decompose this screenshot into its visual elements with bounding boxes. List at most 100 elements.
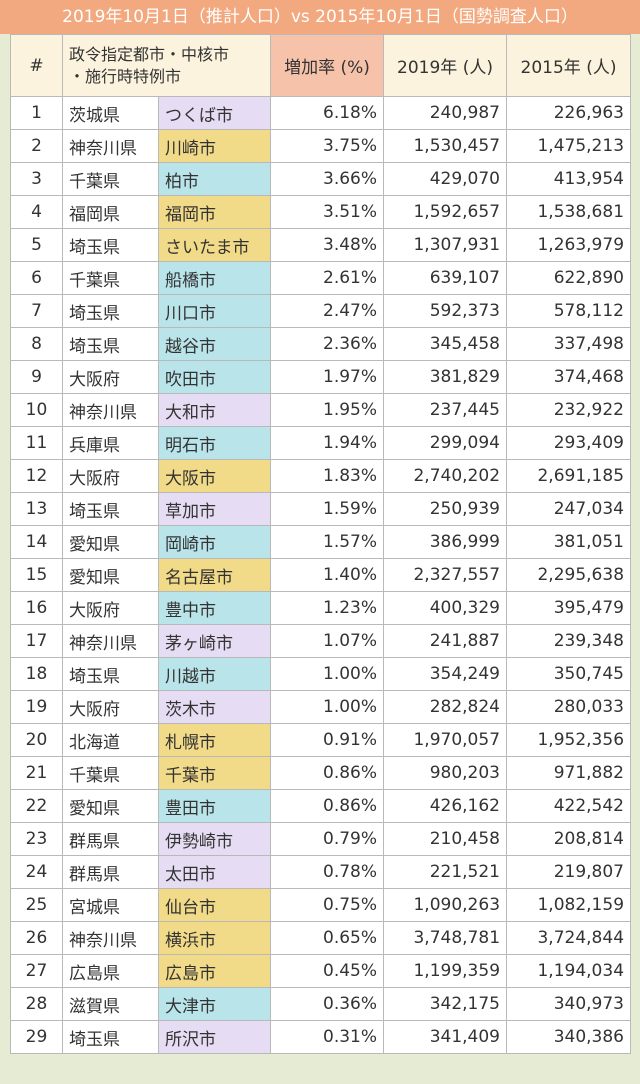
population-2019: 1,530,457 xyxy=(383,129,508,163)
growth-rate: 2.47% xyxy=(270,294,385,328)
population-2015: 3,724,844 xyxy=(506,921,632,955)
rank: 7 xyxy=(10,294,63,328)
table-row: 27 広島県 広島市 0.45% 1,199,359 1,194,034 xyxy=(10,954,632,988)
title-bar: 2019年10月1日（推計人口）vs 2015年10月1日（国勢調査人口） xyxy=(0,0,640,34)
population-2019: 241,887 xyxy=(383,624,508,658)
header-line: ・施行時特例市 xyxy=(69,66,182,86)
prefecture: 埼玉県 xyxy=(62,228,159,262)
population-2015: 247,034 xyxy=(506,492,632,526)
population-2019: 400,329 xyxy=(383,591,508,625)
population-2015: 337,498 xyxy=(506,327,632,361)
table-row: 19 大阪府 茨木市 1.00% 282,824 280,033 xyxy=(10,690,632,724)
table-row: 29 埼玉県 所沢市 0.31% 341,409 340,386 xyxy=(10,1020,632,1054)
growth-rate: 0.31% xyxy=(270,1020,385,1054)
rank: 3 xyxy=(10,162,63,196)
table-row: 21 千葉県 千葉市 0.86% 980,203 971,882 xyxy=(10,756,632,790)
rank: 29 xyxy=(10,1020,63,1054)
population-2019: 341,409 xyxy=(383,1020,508,1054)
population-2019: 1,090,263 xyxy=(383,888,508,922)
population-2019: 237,445 xyxy=(383,393,508,427)
population-2015: 1,475,213 xyxy=(506,129,632,163)
rank: 18 xyxy=(10,657,63,691)
table-row: 13 埼玉県 草加市 1.59% 250,939 247,034 xyxy=(10,492,632,526)
table-row: 26 神奈川県 横浜市 0.65% 3,748,781 3,724,844 xyxy=(10,921,632,955)
city: 広島市 xyxy=(157,954,272,988)
population-2019: 639,107 xyxy=(383,261,508,295)
growth-rate: 1.40% xyxy=(270,558,385,592)
table-row: 9 大阪府 吹田市 1.97% 381,829 374,468 xyxy=(10,360,632,394)
growth-rate: 0.91% xyxy=(270,723,385,757)
prefecture: 神奈川県 xyxy=(62,624,159,658)
rank: 21 xyxy=(10,756,63,790)
prefecture: 大阪府 xyxy=(62,591,159,625)
population-2015: 1,263,979 xyxy=(506,228,632,262)
population-2015: 374,468 xyxy=(506,360,632,394)
growth-rate: 1.95% xyxy=(270,393,385,427)
population-2015: 280,033 xyxy=(506,690,632,724)
population-2015: 1,082,159 xyxy=(506,888,632,922)
population-2019: 1,307,931 xyxy=(383,228,508,262)
city: 岡崎市 xyxy=(157,525,272,559)
population-2015: 381,051 xyxy=(506,525,632,559)
prefecture: 埼玉県 xyxy=(62,657,159,691)
prefecture: 愛知県 xyxy=(62,789,159,823)
table-row: 5 埼玉県 さいたま市 3.48% 1,307,931 1,263,979 xyxy=(10,228,632,262)
rank: 4 xyxy=(10,195,63,229)
growth-rate: 3.51% xyxy=(270,195,385,229)
table-row: 25 宮城県 仙台市 0.75% 1,090,263 1,082,159 xyxy=(10,888,632,922)
population-2019: 980,203 xyxy=(383,756,508,790)
rank: 6 xyxy=(10,261,63,295)
population-2015: 971,882 xyxy=(506,756,632,790)
header-cell: 増加率 (%) xyxy=(270,34,385,97)
prefecture: 埼玉県 xyxy=(62,1020,159,1054)
growth-rate: 3.66% xyxy=(270,162,385,196)
rank: 13 xyxy=(10,492,63,526)
table-row: 2 神奈川県 川崎市 3.75% 1,530,457 1,475,213 xyxy=(10,129,632,163)
header-cell: 2019年 (人) xyxy=(383,34,508,97)
growth-rate: 1.00% xyxy=(270,657,385,691)
rank: 12 xyxy=(10,459,63,493)
header-row: # 政令指定都市・中核市 ・施行時特例市 増加率 (%) 2019年 (人) 2015年 … xyxy=(10,34,632,97)
population-2019: 1,970,057 xyxy=(383,723,508,757)
rank: 1 xyxy=(10,96,63,130)
city: 柏市 xyxy=(157,162,272,196)
growth-rate: 0.65% xyxy=(270,921,385,955)
population-2019: 345,458 xyxy=(383,327,508,361)
rank: 26 xyxy=(10,921,63,955)
table-row: 12 大阪府 大阪市 1.83% 2,740,202 2,691,185 xyxy=(10,459,632,493)
prefecture: 福岡県 xyxy=(62,195,159,229)
city: 川崎市 xyxy=(157,129,272,163)
header-cell: 2015年 (人) xyxy=(506,34,632,97)
table-row: 14 愛知県 岡崎市 1.57% 386,999 381,051 xyxy=(10,525,632,559)
city: 草加市 xyxy=(157,492,272,526)
growth-rate: 1.97% xyxy=(270,360,385,394)
population-2015: 219,807 xyxy=(506,855,632,889)
growth-rate: 6.18% xyxy=(270,96,385,130)
table-row: 24 群馬県 太田市 0.78% 221,521 219,807 xyxy=(10,855,632,889)
population-2015: 413,954 xyxy=(506,162,632,196)
population-2015: 1,194,034 xyxy=(506,954,632,988)
growth-rate: 0.86% xyxy=(270,789,385,823)
growth-rate: 1.07% xyxy=(270,624,385,658)
table-row: 6 千葉県 船橋市 2.61% 639,107 622,890 xyxy=(10,261,632,295)
population-2015: 395,479 xyxy=(506,591,632,625)
population-2019: 354,249 xyxy=(383,657,508,691)
city: 仙台市 xyxy=(157,888,272,922)
city: 大津市 xyxy=(157,987,272,1021)
city: 茅ヶ崎市 xyxy=(157,624,272,658)
growth-rate: 0.86% xyxy=(270,756,385,790)
rank: 10 xyxy=(10,393,63,427)
rank: 28 xyxy=(10,987,63,1021)
prefecture: 宮城県 xyxy=(62,888,159,922)
table-row: 16 大阪府 豊中市 1.23% 400,329 395,479 xyxy=(10,591,632,625)
city: 伊勢崎市 xyxy=(157,822,272,856)
population-2019: 282,824 xyxy=(383,690,508,724)
growth-rate: 1.57% xyxy=(270,525,385,559)
prefecture: 大阪府 xyxy=(62,459,159,493)
population-2015: 622,890 xyxy=(506,261,632,295)
table-row: 1 茨城県 つくば市 6.18% 240,987 226,963 xyxy=(10,96,632,130)
population-2019: 386,999 xyxy=(383,525,508,559)
prefecture: 群馬県 xyxy=(62,822,159,856)
population-2015: 226,963 xyxy=(506,96,632,130)
rank: 2 xyxy=(10,129,63,163)
